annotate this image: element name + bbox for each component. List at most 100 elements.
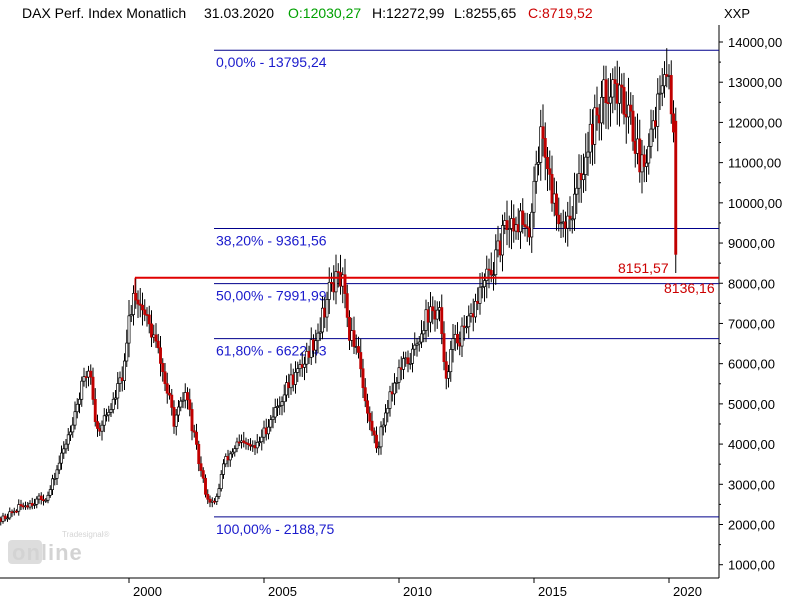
candle-body <box>17 504 21 512</box>
candle-body <box>64 443 68 450</box>
candle-body <box>417 341 421 345</box>
candle-body <box>656 93 660 127</box>
y-tick-label: 1000,00 <box>728 558 775 573</box>
candle-body <box>327 281 331 300</box>
candle-body <box>109 409 113 413</box>
candle-body <box>188 399 192 410</box>
axis-unit: XXP <box>724 6 750 21</box>
candle-body <box>476 301 480 304</box>
candle-body <box>174 414 178 427</box>
candle-body <box>361 368 365 389</box>
candle-body <box>172 407 176 427</box>
candle-body <box>71 424 75 433</box>
candle-body <box>534 163 538 182</box>
candle-body <box>28 503 32 508</box>
candle-body <box>528 227 531 238</box>
candle-body <box>258 441 261 444</box>
candle-body <box>246 443 250 445</box>
bar-date: 31.03.2020 <box>204 5 274 21</box>
candle-body <box>321 307 324 333</box>
candle-body <box>318 331 322 334</box>
candle-body <box>152 334 156 338</box>
candle-body <box>586 151 590 158</box>
fib-label: 61,80% - 6622,43 <box>216 343 327 359</box>
candle-body <box>600 96 603 124</box>
candle-body <box>375 434 378 449</box>
candle-body <box>357 346 360 353</box>
candle-body <box>46 494 50 501</box>
instrument-title: DAX Perf. Index Monatlich <box>22 5 186 21</box>
candle-body <box>37 495 41 500</box>
candle-body <box>550 174 554 204</box>
y-tick-label: 13000,00 <box>728 75 782 90</box>
candle-body <box>262 427 266 438</box>
candle-body <box>309 339 313 358</box>
candle-body <box>397 367 401 383</box>
candle-body <box>388 391 392 409</box>
candle-body <box>487 268 491 271</box>
candle-body <box>280 401 284 406</box>
candle-body <box>674 120 678 255</box>
candle-body <box>217 488 221 497</box>
candle-body <box>384 412 387 426</box>
candle-body <box>163 371 167 385</box>
candle-body <box>251 445 255 447</box>
candle-body <box>132 293 135 315</box>
candle-body <box>303 363 306 368</box>
candle-body <box>89 370 93 378</box>
candle-body <box>190 409 194 432</box>
candle-body <box>618 84 621 104</box>
candle-body <box>93 398 97 422</box>
candle-body <box>334 271 338 293</box>
candle-body <box>73 411 77 426</box>
candle-body <box>530 211 534 238</box>
candle-body <box>39 495 43 500</box>
candle-body <box>150 323 153 338</box>
candle-body <box>566 215 570 229</box>
candle-body <box>577 173 581 189</box>
candle-body <box>42 499 45 501</box>
candle-body <box>55 469 59 479</box>
candle-body <box>161 363 165 373</box>
candle-body <box>87 370 90 378</box>
candle-body <box>127 315 131 344</box>
candle-body <box>512 218 516 232</box>
fib-label: 50,00% - 7991,99 <box>216 288 327 304</box>
candle-body <box>546 157 549 170</box>
watermark-badge <box>8 540 42 564</box>
candle-body <box>267 426 270 435</box>
candle-body <box>469 313 473 317</box>
candle-body <box>501 225 504 256</box>
candle-body <box>480 286 484 289</box>
candle-body <box>287 382 291 389</box>
candle-body <box>525 226 529 229</box>
candle-body <box>282 394 286 403</box>
candle-body <box>483 280 486 288</box>
candle-body <box>570 218 574 221</box>
candle-body <box>215 496 219 502</box>
candle-body <box>636 138 639 154</box>
candle-body <box>354 346 358 348</box>
candle-body <box>242 440 246 443</box>
watermark-logo: online Tradesignal® <box>8 530 110 565</box>
candle-body <box>8 511 12 519</box>
candle-body <box>35 498 39 505</box>
candle-body <box>559 222 563 225</box>
candle-body <box>186 392 189 401</box>
candle-body <box>519 210 522 233</box>
low-value: L:8255,65 <box>454 5 516 21</box>
candle-body <box>159 347 162 364</box>
candle-body <box>298 364 302 369</box>
chart-header: DAX Perf. Index Monatlich 31.03.2020 O:1… <box>22 5 593 21</box>
candle-body <box>649 128 653 147</box>
candle-body <box>98 428 102 432</box>
candle-body <box>561 221 565 224</box>
candle-body <box>471 313 475 318</box>
candle-body <box>316 332 320 342</box>
candle-body <box>521 210 525 226</box>
candle-body <box>78 398 81 405</box>
candle-body <box>231 451 234 455</box>
candle-body <box>557 214 561 225</box>
y-tick-label: 5000,00 <box>728 397 775 412</box>
candle-body <box>435 309 439 320</box>
